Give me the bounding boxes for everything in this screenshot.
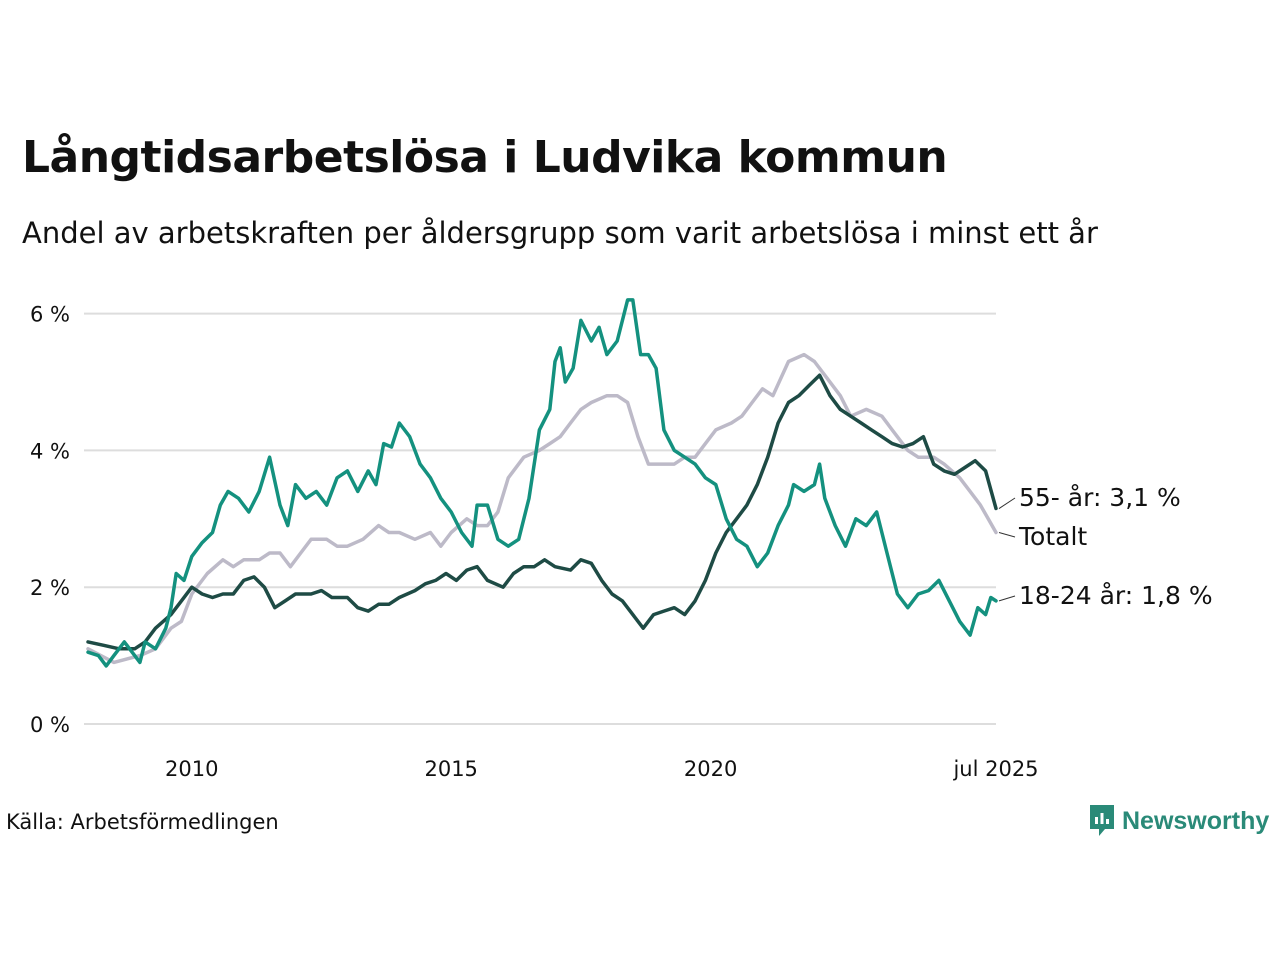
source-note: Källa: Arbetsförmedlingen xyxy=(6,810,279,834)
y-tick-label: 0 % xyxy=(30,713,70,737)
label-connector-total xyxy=(998,531,1016,538)
series-line-age55 xyxy=(86,373,998,651)
y-tick-label: 6 % xyxy=(30,303,70,327)
chart-subtitle: Andel av arbetskraften per åldersgrupp s… xyxy=(22,216,1098,250)
series-line-age18_24 xyxy=(86,298,998,668)
y-tick-label: 4 % xyxy=(30,439,70,463)
series-label-total: Totalt xyxy=(1018,522,1087,551)
series-label-age18_24: 18-24 år: 1,8 % xyxy=(1019,581,1213,610)
x-axis-ticks: 2010 2015 2020 jul 2025 xyxy=(165,757,1039,781)
label-connector-age55 xyxy=(998,497,1016,509)
x-tick-label: 2015 xyxy=(424,757,477,781)
x-tick-label: 2020 xyxy=(684,757,737,781)
y-tick-label: 2 % xyxy=(30,576,70,600)
series-line-total xyxy=(86,352,998,665)
newsworthy-logo-icon xyxy=(1090,805,1114,836)
series-end-labels: Totalt 55- år: 3,1 % 18-24 år: 1,8 % xyxy=(998,483,1213,610)
newsworthy-logo: Newsworthy xyxy=(1088,803,1269,839)
label-connector-age18_24 xyxy=(998,595,1016,602)
chart-title: Långtidsarbetslösa i Ludvika kommun xyxy=(22,132,948,183)
series-lines xyxy=(86,298,998,668)
x-tick-label: 2010 xyxy=(165,757,218,781)
logo-text: Newsworthy xyxy=(1122,806,1270,835)
y-axis-ticks: 0 % 2 % 4 % 6 % xyxy=(30,303,70,737)
x-tick-label: jul 2025 xyxy=(952,757,1038,781)
series-label-age55: 55- år: 3,1 % xyxy=(1019,483,1181,512)
gridlines xyxy=(84,312,996,725)
